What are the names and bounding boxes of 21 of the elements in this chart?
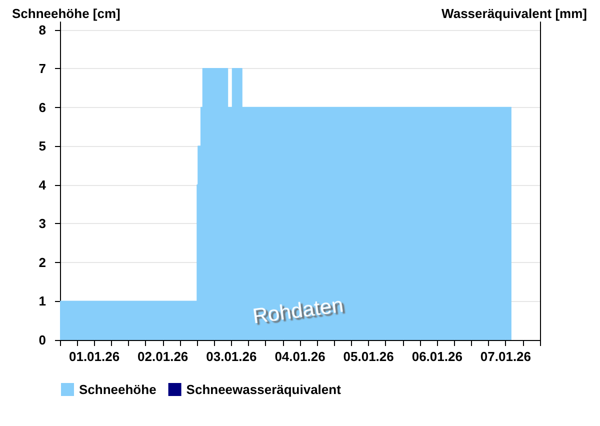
x-tick-label: 06.01.26 [412, 349, 462, 364]
legend-label: Schneewasseräquivalent [186, 382, 342, 397]
x-tick-label: 02.01.26 [138, 349, 188, 364]
y2-axis-title: Wasseräquivalent [mm] [442, 6, 588, 21]
legend-label: Schneehöhe [79, 382, 156, 397]
annotation: Rohdaten [251, 294, 345, 328]
y-tick-label: 1 [38, 294, 46, 309]
y-tick-label: 6 [38, 100, 46, 115]
y-tick-label: 7 [38, 61, 46, 76]
y-tick-label: 5 [38, 138, 46, 154]
y-tick-label: 0 [38, 332, 46, 348]
y-tick-label: 2 [38, 254, 46, 270]
y-tick-label: 8 [38, 22, 46, 38]
x-tick-label: 05.01.26 [343, 349, 394, 364]
x-tick-label: 03.01.26 [206, 349, 257, 364]
x-tick-label: 04.01.26 [274, 349, 326, 364]
y-tick-label: 3 [38, 216, 46, 232]
y-tick-label: 4 [38, 177, 47, 192]
x-tick-label: 07.01.26 [480, 349, 532, 364]
x-tick-label: 01.01.26 [68, 349, 120, 364]
y-axis-title: Schneehöhe [cm] [12, 6, 120, 21]
